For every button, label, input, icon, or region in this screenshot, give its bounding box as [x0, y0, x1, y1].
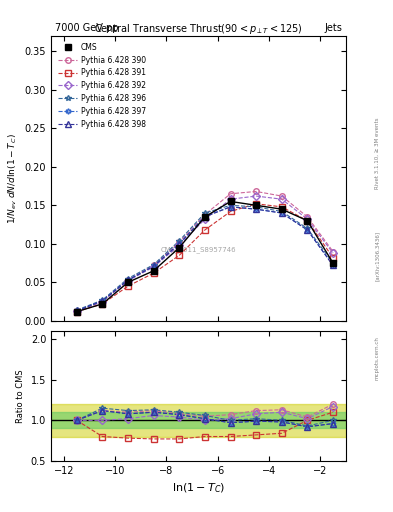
Line: Pythia 6.428 390: Pythia 6.428 390 [74, 189, 336, 314]
Pythia 6.428 396 [254, 204, 259, 210]
CMS [279, 206, 284, 212]
Pythia 6.428 392 [228, 196, 233, 202]
Pythia 6.428 397 [331, 262, 335, 268]
Pythia 6.428 390 [74, 309, 79, 315]
Pythia 6.428 392 [126, 278, 130, 284]
Pythia 6.428 392 [151, 264, 156, 270]
Bar [51, 404, 346, 437]
Pythia 6.428 397 [100, 298, 105, 304]
Pythia 6.428 396 [331, 260, 335, 266]
Pythia 6.428 398 [74, 308, 79, 314]
Pythia 6.428 396 [100, 297, 105, 303]
Line: CMS: CMS [73, 198, 336, 315]
X-axis label: $\ln(1-T_C)$: $\ln(1-T_C)$ [172, 481, 225, 495]
Pythia 6.428 397 [126, 277, 130, 283]
Pythia 6.428 396 [151, 262, 156, 268]
Pythia 6.428 391 [177, 252, 182, 259]
Pythia 6.428 392 [177, 242, 182, 248]
Line: Pythia 6.428 397: Pythia 6.428 397 [74, 204, 336, 314]
Pythia 6.428 391 [100, 301, 105, 307]
CMS [228, 198, 233, 204]
Pythia 6.428 396 [126, 275, 130, 282]
Pythia 6.428 390 [279, 193, 284, 199]
Pythia 6.428 398 [305, 227, 310, 233]
Pythia 6.428 392 [254, 193, 259, 199]
Text: 7000 GeV pp: 7000 GeV pp [55, 23, 119, 33]
Pythia 6.428 396 [202, 210, 207, 216]
Text: Rivet 3.1.10, ≥ 3M events: Rivet 3.1.10, ≥ 3M events [375, 118, 380, 189]
Pythia 6.428 390 [126, 277, 130, 283]
Pythia 6.428 391 [228, 208, 233, 215]
Pythia 6.428 392 [305, 216, 310, 222]
Pythia 6.428 391 [202, 227, 207, 233]
Pythia 6.428 398 [254, 206, 259, 212]
CMS [202, 214, 207, 220]
CMS [151, 268, 156, 274]
Pythia 6.428 397 [177, 241, 182, 247]
Pythia 6.428 391 [254, 201, 259, 207]
Pythia 6.428 390 [228, 190, 233, 197]
Pythia 6.428 398 [126, 277, 130, 283]
Pythia 6.428 398 [151, 263, 156, 269]
Pythia 6.428 391 [331, 254, 335, 261]
Pythia 6.428 390 [202, 211, 207, 218]
CMS [254, 202, 259, 208]
Pythia 6.428 397 [279, 210, 284, 216]
Pythia 6.428 397 [74, 308, 79, 314]
Y-axis label: Ratio to CMS: Ratio to CMS [16, 369, 25, 423]
Pythia 6.428 391 [305, 218, 310, 224]
CMS [100, 301, 105, 307]
Pythia 6.428 398 [331, 262, 335, 268]
Pythia 6.428 397 [254, 206, 259, 212]
Pythia 6.428 392 [74, 308, 79, 314]
Line: Pythia 6.428 396: Pythia 6.428 396 [74, 203, 336, 313]
Pythia 6.428 392 [202, 216, 207, 222]
CMS [305, 218, 310, 224]
Pythia 6.428 390 [331, 248, 335, 254]
Pythia 6.428 391 [126, 283, 130, 289]
Pythia 6.428 390 [151, 262, 156, 268]
Pythia 6.428 397 [228, 204, 233, 210]
Pythia 6.428 391 [279, 204, 284, 210]
Y-axis label: $1/N_{ev}$ $dN/d\ln(1-T_C)$: $1/N_{ev}$ $dN/d\ln(1-T_C)$ [7, 133, 19, 224]
Text: Jets: Jets [324, 23, 342, 33]
Pythia 6.428 396 [74, 307, 79, 313]
Pythia 6.428 390 [177, 239, 182, 245]
Line: Pythia 6.428 391: Pythia 6.428 391 [74, 201, 336, 314]
CMS [177, 245, 182, 251]
Pythia 6.428 396 [177, 238, 182, 244]
CMS [126, 279, 130, 285]
Pythia 6.428 396 [279, 208, 284, 215]
Pythia 6.428 397 [305, 227, 310, 233]
Pythia 6.428 398 [228, 204, 233, 210]
CMS [331, 260, 335, 266]
Line: Pythia 6.428 398: Pythia 6.428 398 [74, 204, 336, 314]
Pythia 6.428 396 [228, 202, 233, 208]
Pythia 6.428 390 [100, 298, 105, 305]
Text: mcplots.cern.ch: mcplots.cern.ch [375, 336, 380, 380]
Pythia 6.428 391 [74, 309, 79, 315]
Pythia 6.428 398 [100, 298, 105, 304]
CMS [74, 309, 79, 315]
Pythia 6.428 392 [331, 250, 335, 256]
Pythia 6.428 390 [254, 188, 259, 195]
Text: CMS_2011_S8957746: CMS_2011_S8957746 [161, 246, 236, 253]
Title: Central Transverse Thrust$(90 < p_{\perp T} < 125)$: Central Transverse Thrust$(90 < p_{\perp… [94, 22, 303, 36]
Pythia 6.428 396 [305, 225, 310, 231]
Text: [arXiv:1306.3436]: [arXiv:1306.3436] [375, 231, 380, 281]
Pythia 6.428 398 [279, 210, 284, 216]
Line: Pythia 6.428 392: Pythia 6.428 392 [74, 194, 336, 314]
Pythia 6.428 397 [202, 213, 207, 219]
Pythia 6.428 392 [100, 298, 105, 305]
Bar [51, 412, 346, 429]
Pythia 6.428 398 [202, 214, 207, 220]
Pythia 6.428 398 [177, 241, 182, 247]
Pythia 6.428 390 [305, 214, 310, 220]
Pythia 6.428 397 [151, 263, 156, 269]
Legend: CMS, Pythia 6.428 390, Pythia 6.428 391, Pythia 6.428 392, Pythia 6.428 396, Pyt: CMS, Pythia 6.428 390, Pythia 6.428 391,… [55, 39, 149, 132]
Pythia 6.428 391 [151, 270, 156, 276]
Pythia 6.428 392 [279, 196, 284, 202]
